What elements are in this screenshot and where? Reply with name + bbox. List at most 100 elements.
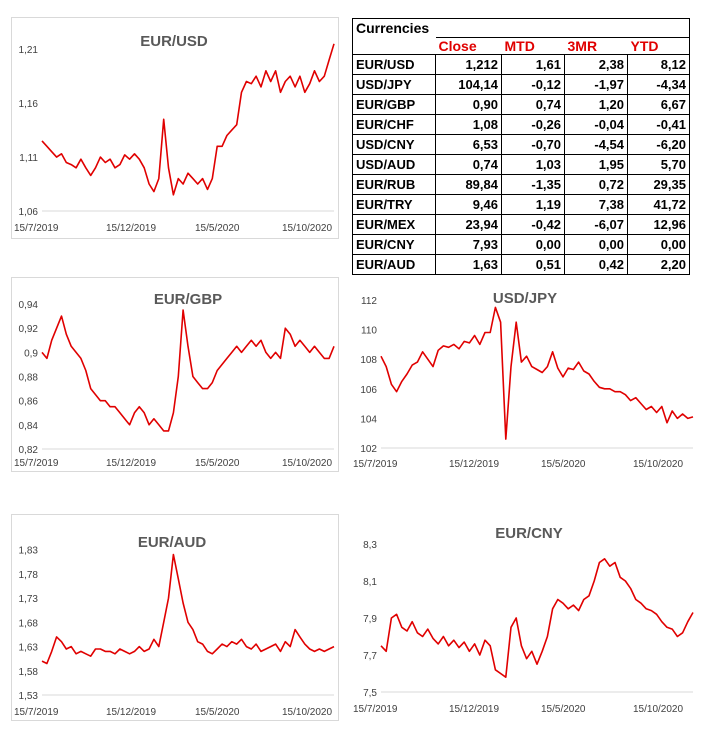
x-tick-label: 15/10/2020 <box>282 707 332 718</box>
chart-title: EUR/GBP <box>154 291 222 308</box>
chart-title: USD/JPY <box>493 290 557 307</box>
cell-ytd: -4,34 <box>627 74 690 95</box>
chart-title: EUR/AUD <box>138 534 207 551</box>
table-row: USD/JPY 104,14 -0,12 -1,97 -4,34 <box>352 74 690 95</box>
y-tick-label: 7,5 <box>363 688 377 699</box>
x-tick-label: 15/5/2020 <box>195 223 240 234</box>
cell-close: 0,74 <box>435 154 502 175</box>
table-row: EUR/TRY 9,46 1,19 7,38 41,72 <box>352 194 690 215</box>
series-line-eurusd <box>41 43 335 196</box>
cell-pair: USD/CNY <box>352 134 436 155</box>
cell-pair: EUR/USD <box>352 54 436 75</box>
x-tick-label: 15/10/2020 <box>633 459 683 470</box>
y-tick-label: 1,73 <box>19 594 39 605</box>
y-tick-label: 8,1 <box>363 577 377 588</box>
y-tick-label: 0,86 <box>19 397 39 408</box>
euraud-chart: 1,53 1,58 1,63 1,68 1,73 1,78 1,83 15/7/2019 15/… <box>11 514 339 721</box>
cell-mtd: 0,00 <box>501 234 565 255</box>
y-tick-label: 1,68 <box>19 618 39 629</box>
header-mtd: MTD <box>501 37 565 55</box>
cell-close: 23,94 <box>435 214 502 235</box>
x-tick-label: 15/5/2020 <box>195 458 240 469</box>
cell-mtd: 1,19 <box>501 194 565 215</box>
cell-r3m: 0,42 <box>564 254 628 275</box>
cell-mtd: 0,51 <box>501 254 565 275</box>
cell-close: 9,46 <box>435 194 502 215</box>
y-tick-label: 110 <box>361 326 377 337</box>
x-tick-label: 15/5/2020 <box>541 459 586 470</box>
table-title: Currencies <box>352 18 690 38</box>
cell-ytd: 5,70 <box>627 154 690 175</box>
cell-r3m: -4,54 <box>564 134 628 155</box>
header-3mr: 3MR <box>564 37 628 55</box>
y-tick-label: 1,83 <box>19 546 39 557</box>
cell-r3m: 7,38 <box>564 194 628 215</box>
cell-pair: USD/AUD <box>352 154 436 175</box>
y-tick-label: 1,16 <box>19 99 39 110</box>
chart-title: EUR/USD <box>140 33 208 50</box>
y-tick-label: 1,63 <box>19 643 39 654</box>
header-close: Close <box>435 37 502 55</box>
cell-mtd: 0,74 <box>501 94 565 115</box>
cell-r3m: -1,97 <box>564 74 628 95</box>
x-tick-label: 15/12/2019 <box>449 704 499 715</box>
y-tick-label: 102 <box>360 444 377 455</box>
y-tick-label: 1,58 <box>19 667 39 678</box>
cell-ytd: 29,35 <box>627 174 690 195</box>
cell-pair: EUR/GBP <box>352 94 436 115</box>
chart-title: EUR/CNY <box>495 525 563 542</box>
table-row: USD/CNY 6,53 -0,70 -4,54 -6,20 <box>352 134 690 155</box>
cell-mtd: -0,12 <box>501 74 565 95</box>
usdjpy-chart: 102 104 106 108 110 112 15/7/2019 15/12/2019 15/… <box>353 290 694 470</box>
cell-ytd: 8,12 <box>627 54 690 75</box>
table-row: EUR/CNY 7,93 0,00 0,00 0,00 <box>352 234 690 255</box>
table-row: EUR/MEX 23,94 -0,42 -6,07 12,96 <box>352 214 690 235</box>
x-tick-label: 15/7/2019 <box>353 704 398 715</box>
table-row: USD/AUD 0,74 1,03 1,95 5,70 <box>352 154 690 175</box>
header-ytd: YTD <box>627 37 690 55</box>
cell-close: 104,14 <box>435 74 502 95</box>
x-tick-label: 15/7/2019 <box>353 459 398 470</box>
y-tick-label: 1,53 <box>19 691 39 702</box>
y-tick-label: 108 <box>360 355 377 366</box>
table-row: EUR/AUD 1,63 0,51 0,42 2,20 <box>352 254 690 275</box>
x-tick-label: 15/12/2019 <box>106 223 156 234</box>
y-tick-label: 0,88 <box>19 373 39 384</box>
series-line-usdjpy <box>380 306 694 440</box>
y-tick-label: 1,21 <box>19 45 39 56</box>
table-row: EUR/GBP 0,90 0,74 1,20 6,67 <box>352 94 690 115</box>
y-tick-label: 0,9 <box>24 348 38 359</box>
y-tick-label: 1,78 <box>19 570 39 581</box>
table-row: EUR/USD 1,212 1,61 2,38 8,12 <box>352 54 690 75</box>
y-tick-label: 106 <box>360 385 377 396</box>
cell-mtd: -1,35 <box>501 174 565 195</box>
series-line-eurgbp <box>41 309 335 432</box>
y-tick-label: 112 <box>361 296 377 307</box>
x-tick-label: 15/7/2019 <box>14 707 59 718</box>
x-tick-label: 15/12/2019 <box>449 459 499 470</box>
cell-close: 1,63 <box>435 254 502 275</box>
cell-r3m: 2,38 <box>564 54 628 75</box>
y-tick-label: 1,06 <box>19 207 39 218</box>
x-tick-label: 15/7/2019 <box>14 458 59 469</box>
cell-close: 89,84 <box>435 174 502 195</box>
y-tick-label: 0,82 <box>19 445 39 456</box>
cell-r3m: 0,72 <box>564 174 628 195</box>
cell-ytd: 6,67 <box>627 94 690 115</box>
cell-mtd: 1,61 <box>501 54 565 75</box>
x-tick-label: 15/10/2020 <box>282 223 332 234</box>
cell-pair: EUR/AUD <box>352 254 436 275</box>
cell-mtd: -0,70 <box>501 134 565 155</box>
x-tick-label: 15/10/2020 <box>282 458 332 469</box>
table-row: EUR/RUB 89,84 -1,35 0,72 29,35 <box>352 174 690 195</box>
cell-ytd: 41,72 <box>627 194 690 215</box>
cell-pair: EUR/CHF <box>352 114 436 135</box>
cell-r3m: -0,04 <box>564 114 628 135</box>
y-tick-label: 7,7 <box>363 651 377 662</box>
x-tick-label: 15/12/2019 <box>106 707 156 718</box>
x-tick-label: 15/12/2019 <box>106 458 156 469</box>
x-tick-label: 15/5/2020 <box>195 707 240 718</box>
cell-pair: USD/JPY <box>352 74 436 95</box>
header-blank <box>352 37 436 55</box>
cell-close: 1,212 <box>435 54 502 75</box>
